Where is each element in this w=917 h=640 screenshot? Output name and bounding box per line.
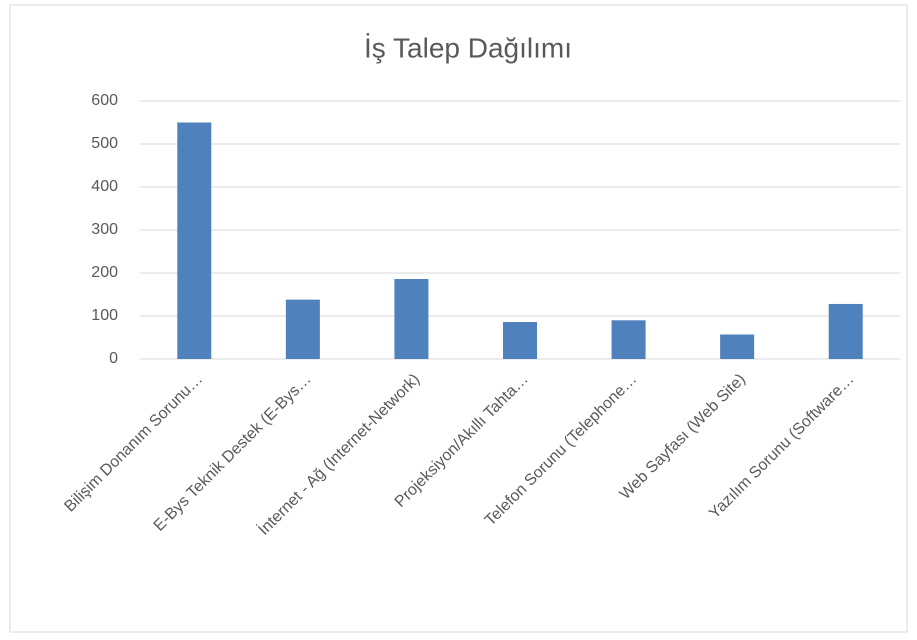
bar bbox=[611, 320, 646, 359]
y-tick-label: 600 bbox=[91, 92, 118, 109]
chart-border bbox=[9, 4, 908, 633]
bar bbox=[394, 279, 429, 359]
bar bbox=[828, 303, 863, 359]
y-tick-label: 0 bbox=[109, 350, 118, 367]
bar bbox=[503, 322, 537, 359]
y-tick-label: 500 bbox=[91, 135, 118, 152]
y-tick-label: 400 bbox=[91, 178, 118, 195]
bar bbox=[285, 299, 320, 359]
y-tick-label: 200 bbox=[91, 264, 118, 281]
bar bbox=[720, 334, 755, 359]
y-tick-label: 300 bbox=[91, 221, 118, 238]
chart-title: İş Talep Dağılımı bbox=[364, 32, 572, 63]
y-tick-label: 100 bbox=[91, 307, 118, 324]
bar bbox=[177, 122, 212, 359]
